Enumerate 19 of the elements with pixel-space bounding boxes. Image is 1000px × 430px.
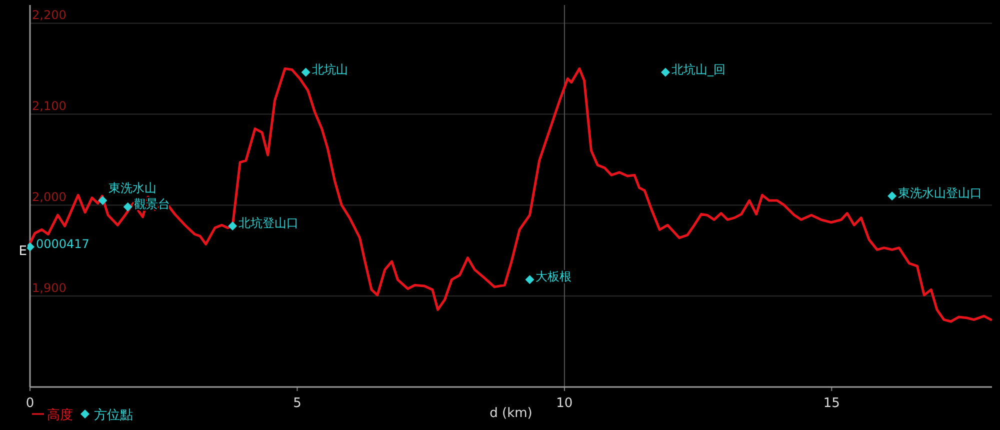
annotation: 北坑山 (312, 62, 348, 76)
x-tick-label: 15 (823, 396, 840, 411)
annotation: 東洗水山登山口 (898, 186, 982, 200)
x-tick-label: 10 (556, 396, 573, 411)
annotation: E (18, 244, 27, 259)
annotation: 北坑山_回 (671, 62, 726, 76)
x-tick-label: 5 (293, 396, 302, 411)
x-axis-title: d (km) (490, 406, 532, 421)
y-tick-label: 2,200 (32, 8, 66, 22)
x-tick-label: 0 (26, 396, 34, 411)
annotation: 大板根 (536, 270, 572, 284)
annotation: 東洗水山 (108, 180, 157, 195)
annotation: 0000417 (36, 236, 90, 251)
y-tick-label: 2,000 (32, 190, 66, 204)
y-tick-label: 1,900 (32, 281, 66, 296)
legend-label: 高度 (47, 407, 73, 423)
annotation: 北坑登山口 (238, 216, 299, 230)
legend-label: 方位點 (94, 407, 133, 423)
y-tick-label: 2,100 (32, 99, 66, 114)
